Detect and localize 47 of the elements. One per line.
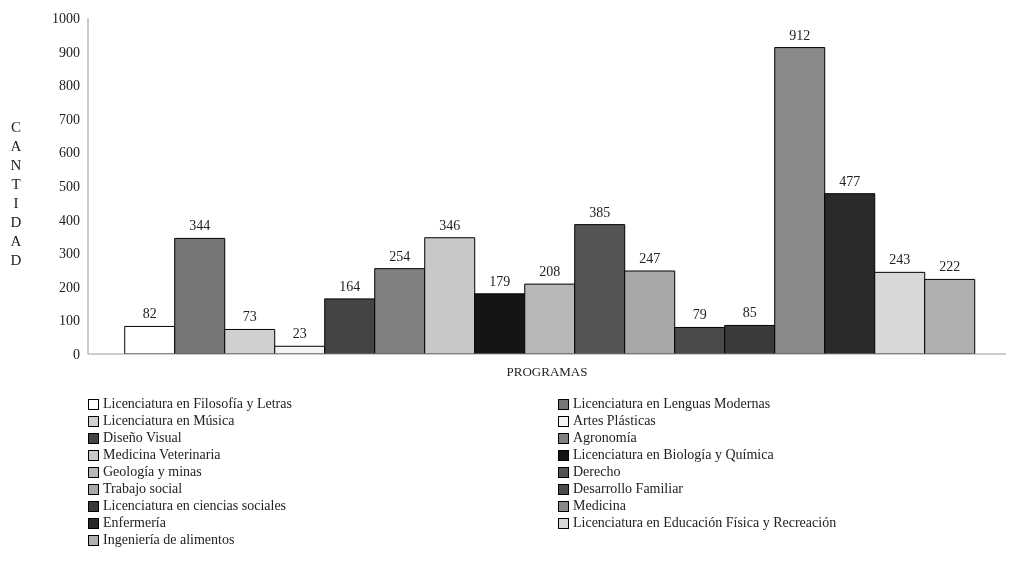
legend-label: Licenciatura en Educación Física y Recreación: [573, 515, 837, 531]
data-label: 79: [692, 307, 707, 323]
y-axis-title: CANTIDAD: [10, 118, 22, 270]
legend-label: Licenciatura en Lenguas Modernas: [573, 396, 771, 412]
legend-label: Medicina: [573, 498, 626, 514]
legend-label: Licenciatura en Música: [103, 413, 235, 429]
data-label: 222: [939, 259, 961, 275]
data-label: 254: [389, 248, 411, 264]
y-tick-label: 800: [59, 78, 80, 94]
legend-label: Diseño Visual: [103, 430, 182, 446]
y-tick-label: 900: [59, 44, 80, 60]
data-label: 208: [539, 264, 561, 280]
y-tick-label: 600: [59, 145, 80, 161]
legend-label: Agronomía: [573, 430, 637, 446]
data-label: 243: [889, 252, 911, 268]
legend-label: Licenciatura en Filosofía y Letras: [103, 396, 292, 412]
y-tick-label: 100: [59, 313, 80, 329]
y-tick-label: 500: [59, 178, 80, 194]
legend-label: Medicina Veterinaria: [103, 447, 221, 463]
y-tick-label: 0: [73, 346, 80, 362]
data-label: 477: [839, 173, 861, 189]
data-label: 912: [789, 27, 811, 43]
data-label: 85: [742, 305, 757, 321]
y-tick-label: 1000: [52, 10, 80, 26]
data-label: 82: [142, 306, 157, 322]
y-tick-label: 200: [59, 279, 80, 295]
data-label: 247: [639, 251, 661, 267]
legend-label: Ingeniería de alimentos: [103, 532, 235, 548]
legend-label: Trabajo social: [103, 481, 183, 497]
legend-label: Licenciatura en ciencias sociales: [103, 498, 287, 514]
data-label: 346: [439, 217, 461, 233]
legend-label: Artes Plásticas: [573, 413, 656, 429]
x-axis-title: PROGRAMAS: [506, 364, 588, 379]
y-tick-label: 400: [59, 212, 80, 228]
data-label: 23: [292, 326, 307, 342]
legend-label: Enfermería: [103, 515, 166, 531]
data-label: 344: [189, 218, 211, 234]
y-tick-label: 700: [59, 111, 80, 127]
legend-label: Licenciatura en Biología y Química: [573, 447, 774, 463]
data-label: 385: [589, 204, 611, 220]
legend-label: Geología y minas: [103, 464, 202, 480]
legend-label: Desarrollo Familiar: [573, 481, 684, 497]
data-label: 73: [242, 309, 257, 325]
y-tick-label: 300: [59, 246, 80, 262]
data-label: 179: [489, 273, 511, 289]
data-label: 164: [339, 278, 361, 294]
legend-label: Derecho: [573, 464, 621, 480]
